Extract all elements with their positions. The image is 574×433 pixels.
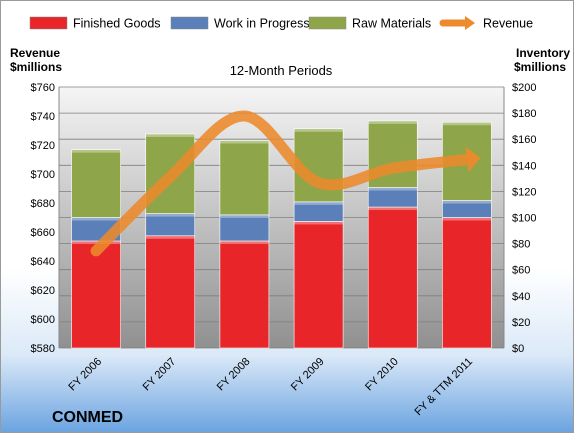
bar-finished-goods: [293, 221, 344, 349]
bar-work-in-progress-highlight: [294, 201, 344, 205]
bar-raw-materials-highlight: [368, 120, 418, 124]
bar-work-in-progress: [219, 214, 270, 242]
bar-finished-goods-highlight: [294, 221, 344, 225]
bar-work-in-progress-highlight: [145, 213, 195, 217]
legend-swatch-finished-goods: [29, 16, 68, 30]
bar-finished-goods-highlight: [219, 240, 269, 244]
left-tick-label: $700: [31, 169, 55, 181]
bar-work-in-progress-highlight: [442, 200, 492, 204]
bar-raw-materials-highlight: [71, 149, 121, 153]
right-tick-label: $100: [512, 213, 536, 225]
left-tick-label: $660: [31, 227, 55, 239]
bar-raw-materials: [219, 140, 270, 216]
bar-finished-goods-highlight: [145, 235, 195, 239]
left-tick-label: $680: [31, 198, 55, 210]
bar-finished-goods: [442, 217, 492, 349]
left-axis-title-line2: $millions: [10, 60, 62, 74]
bar-work-in-progress-highlight: [219, 214, 269, 218]
revenue-line: [90, 110, 473, 257]
right-axis-title-line1: Inventory: [516, 46, 570, 60]
right-tick-label: $60: [512, 265, 530, 277]
right-axis-title-line2: $millions: [514, 60, 566, 74]
bar-work-in-progress: [145, 213, 196, 237]
left-tick-label: $600: [31, 314, 55, 326]
left-axis-ticks: $580 $600 $620 $640 $660 $680 $700 $720 $740 $760: [31, 82, 55, 355]
right-tick-label: $120: [512, 186, 536, 198]
legend-label: Work in Progress: [214, 17, 310, 31]
legend-label: Revenue: [483, 17, 533, 31]
legend: Finished Goods Work in Progress Raw Materi…: [29, 16, 533, 31]
right-axis-ticks: $0 $20 $40 $60 $80 $100 $120 $140 $160 $180 $200: [512, 82, 536, 355]
company-name: CONMED: [52, 409, 123, 426]
legend-label: Raw Materials: [352, 17, 431, 31]
left-tick-label: $740: [31, 111, 55, 123]
left-tick-label: $760: [31, 82, 55, 94]
bar-raw-materials-highlight: [145, 133, 195, 137]
legend-swatch-revenue-arrow: [465, 16, 475, 30]
bar-finished-goods: [219, 240, 270, 349]
bar-raw-materials-highlight: [219, 140, 269, 144]
bar-finished-goods-highlight: [368, 207, 418, 211]
bar-finished-goods: [71, 240, 121, 349]
left-tick-label: $720: [31, 140, 55, 152]
right-tick-label: $140: [512, 160, 536, 172]
legend-swatch-work-in-progress: [170, 16, 209, 30]
legend-swatch-raw-materials: [308, 16, 347, 30]
right-tick-label: $20: [512, 317, 530, 329]
chart-subtitle: 12-Month Periods: [230, 63, 333, 78]
left-tick-label: $620: [31, 285, 55, 297]
bar-raw-materials-highlight: [442, 122, 492, 126]
revenue-line-arrowhead: [465, 146, 481, 173]
right-tick-label: $80: [512, 239, 530, 251]
bar-work-in-progress-highlight: [71, 217, 121, 221]
bar-raw-materials-highlight: [294, 128, 344, 132]
bar-raw-materials: [71, 149, 121, 218]
right-tick-label: $160: [512, 134, 536, 146]
right-tick-label: $0: [512, 343, 524, 355]
bar-finished-goods: [145, 235, 196, 349]
right-tick-label: $200: [512, 82, 536, 94]
left-axis-title-line1: Revenue: [10, 46, 60, 60]
bar-finished-goods: [367, 206, 418, 349]
revenue-line-group: [90, 110, 481, 257]
right-tick-label: $40: [512, 291, 530, 303]
bar-finished-goods-highlight: [71, 240, 121, 244]
right-tick-label: $180: [512, 108, 536, 120]
bar-finished-goods-highlight: [442, 217, 492, 221]
left-tick-label: $640: [31, 256, 55, 268]
legend-label: Finished Goods: [73, 17, 161, 31]
left-tick-label: $580: [31, 343, 55, 355]
bar-work-in-progress-highlight: [368, 187, 418, 191]
